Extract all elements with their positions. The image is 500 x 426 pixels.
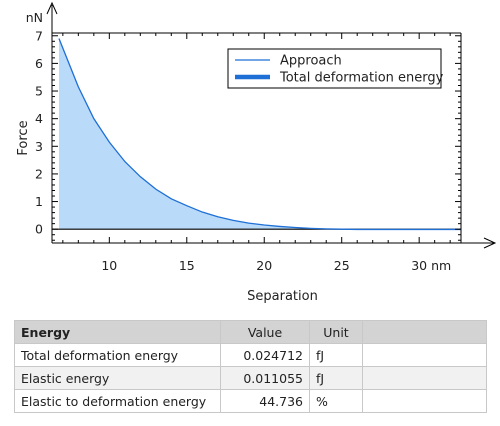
row-name: Total deformation energy	[14, 343, 221, 367]
x-tick-label: 15	[179, 258, 195, 273]
deformation-energy-area	[58, 38, 462, 230]
header-unit: Unit	[309, 320, 363, 344]
y-axis-arrow	[46, 1, 58, 15]
row-filler	[362, 389, 487, 413]
row-name: Elastic energy	[14, 366, 221, 390]
y-tick-label: 4	[35, 111, 43, 126]
legend-label-approach: Approach	[280, 54, 342, 69]
row-value: 44.736	[220, 389, 310, 413]
row-value: 0.011055	[220, 366, 310, 390]
table-row[interactable]: Elastic to deformation energy 44.736 %	[14, 389, 487, 413]
header-value: Value	[220, 320, 310, 344]
row-unit: %	[309, 389, 363, 413]
header-filler	[362, 320, 487, 344]
y-tick-label: 1	[35, 194, 43, 209]
table-row[interactable]: Elastic energy 0.011055 fJ	[14, 366, 487, 390]
y-tick-label: 0	[35, 222, 43, 237]
legend-box	[227, 48, 442, 89]
y-axis-title: Force	[16, 120, 31, 155]
row-filler	[362, 343, 487, 367]
x-unit-label: nm	[431, 258, 451, 273]
row-filler	[362, 366, 487, 390]
energy-results-table: Energy Value Unit Total deformation ener…	[14, 320, 487, 413]
axis-ticks	[52, 33, 461, 243]
y-tick-label: 2	[35, 166, 43, 181]
row-unit: fJ	[309, 343, 363, 367]
y-tick-label: 5	[35, 84, 43, 99]
y-tick-label: 6	[35, 56, 43, 71]
approach-curve	[58, 38, 461, 231]
x-axis-title: Separation	[247, 289, 318, 304]
table-header-row: Energy Value Unit	[14, 320, 487, 344]
y-tick-label: 7	[35, 28, 43, 43]
x-tick-label: 10	[101, 258, 117, 273]
y-tick-label: 3	[35, 139, 43, 154]
axis-titles: Separation Force	[16, 120, 318, 304]
plot-area-layer	[52, 38, 462, 231]
plot-frame	[46, 1, 497, 249]
chart-legend: Approach Total deformation energy	[227, 48, 444, 89]
header-energy: Energy	[14, 320, 221, 344]
x-tick-label: 20	[256, 258, 272, 273]
x-tick-label: 25	[334, 258, 350, 273]
y-unit-label: nN	[26, 10, 43, 25]
x-tick-label: 30	[411, 258, 427, 273]
axis-tick-labels: 0 1 2 3 4 5 6 7 10 15 20 25 30 nm nN	[26, 10, 452, 273]
x-axis-arrow	[483, 237, 497, 249]
force-separation-chart: 0 1 2 3 4 5 6 7 10 15 20 25 30 nm nN Approach Total def…	[16, 1, 497, 304]
row-unit: fJ	[309, 366, 363, 390]
row-value: 0.024712	[220, 343, 310, 367]
table-row[interactable]: Total deformation energy 0.024712 fJ	[14, 343, 487, 367]
row-name: Elastic to deformation energy	[14, 389, 221, 413]
legend-label-deformation: Total deformation energy	[279, 71, 444, 86]
